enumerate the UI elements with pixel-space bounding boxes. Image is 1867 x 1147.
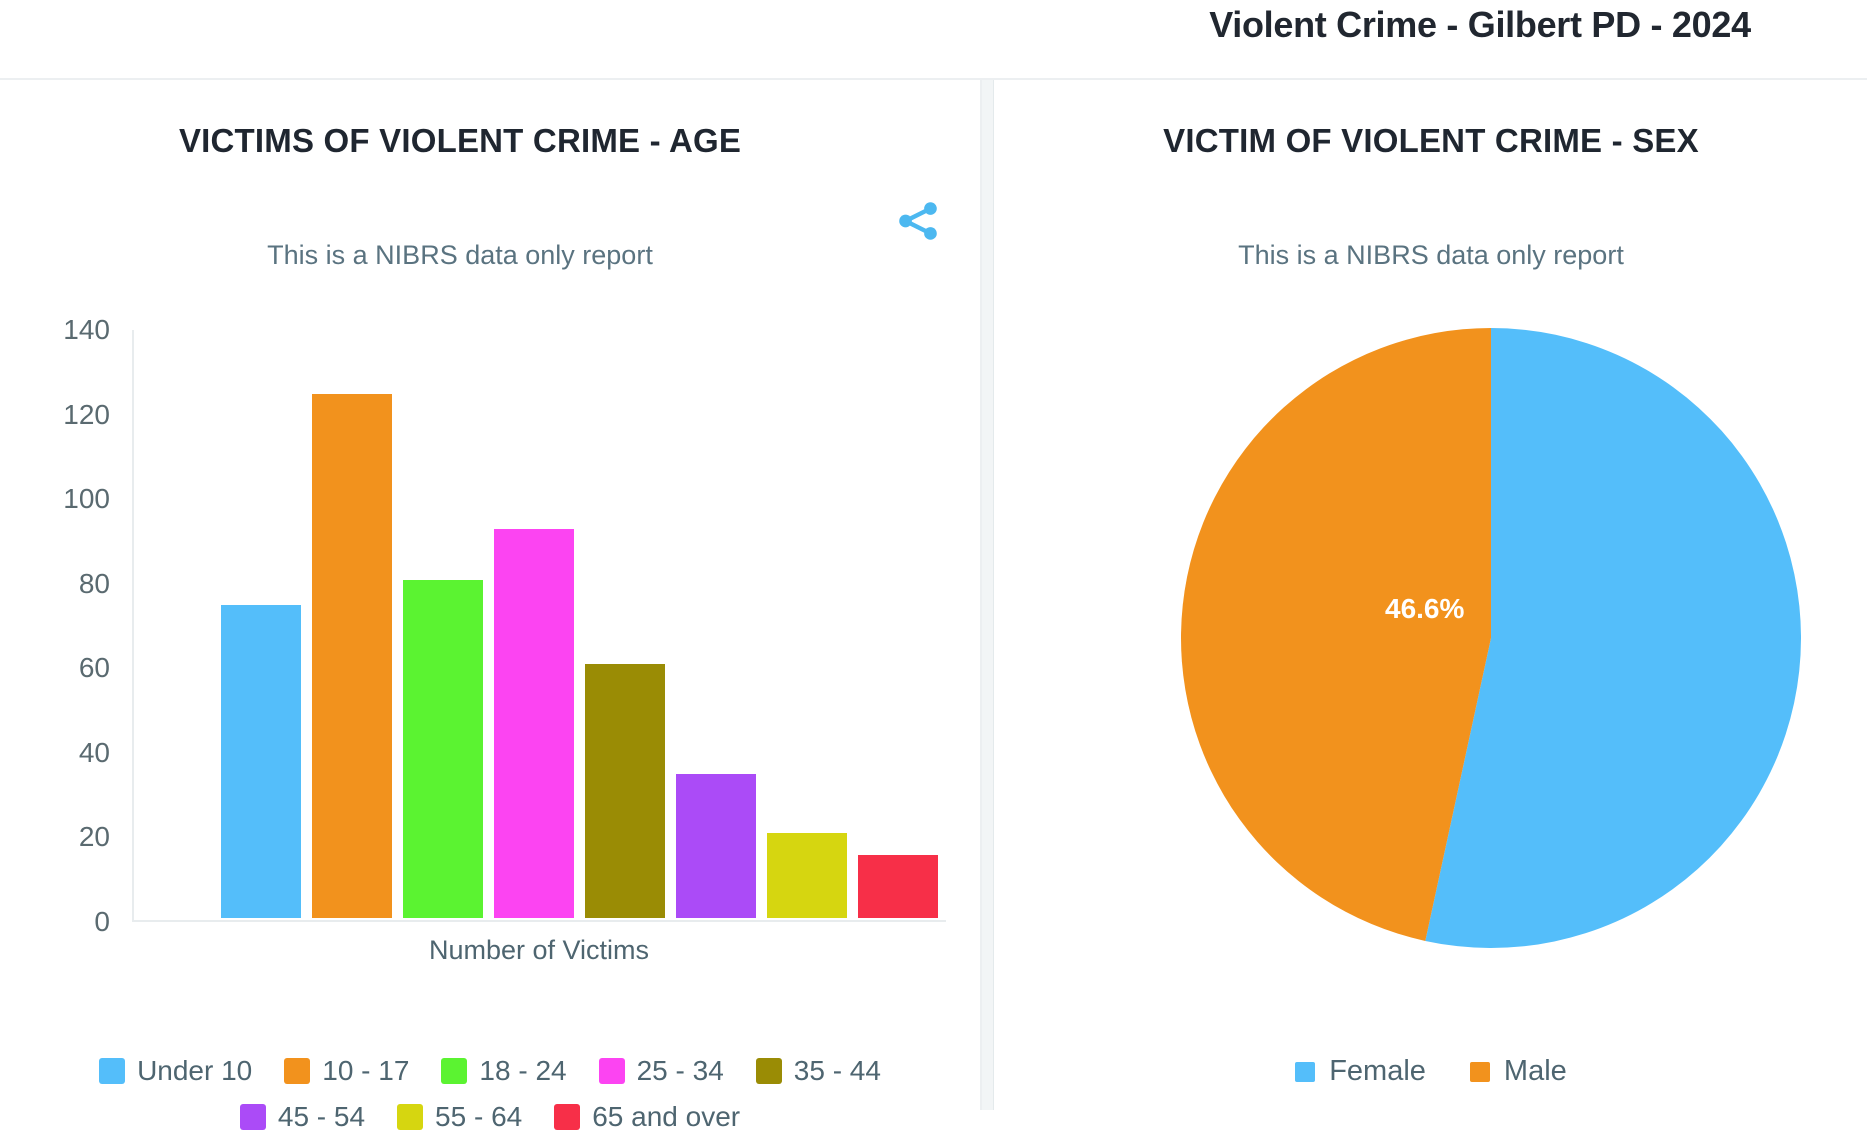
panel-divider — [982, 80, 994, 1110]
legend-item-male[interactable]: Male — [1469, 1055, 1567, 1088]
bar-10---17[interactable] — [311, 393, 392, 918]
y-axis-tick: 60 — [78, 652, 110, 684]
pie-chart-subtitle: This is a NIBRS data only report — [1238, 240, 1624, 270]
bar-slot — [491, 330, 576, 918]
pie-chart-legend: Female Male — [995, 1055, 1867, 1102]
legend-swatch-icon — [284, 1058, 311, 1084]
legend-swatch-icon — [441, 1058, 468, 1084]
panel-victims-age: VICTIMS OF VIOLENT CRIME - AGE This is a… — [0, 80, 982, 1132]
y-axis-tick: 140 — [63, 314, 110, 345]
bar-series — [136, 330, 946, 918]
pie-svg — [1181, 328, 1801, 948]
bar-chart-title: VICTIMS OF VIOLENT CRIME - AGE — [178, 122, 742, 159]
legend-item-55---64[interactable]: 55 - 64 — [397, 1101, 522, 1133]
pie-chart-title: VICTIM OF VIOLENT CRIME - SEX — [1163, 122, 1699, 159]
y-axis: 140 120 100 80 60 40 20 0 — [36, 314, 120, 937]
legend-label: Male — [1503, 1055, 1567, 1087]
pie-slice-female[interactable] — [1425, 328, 1801, 948]
legend-label: Female — [1329, 1055, 1426, 1087]
legend-label: 10 - 17 — [322, 1055, 410, 1086]
legend-item-35---44[interactable]: 35 - 44 — [755, 1055, 881, 1087]
panel-victim-sex: VICTIM OF VIOLENT CRIME - SEX This is a … — [995, 80, 1867, 1110]
legend-swatch-icon — [554, 1104, 581, 1130]
bar-slot — [673, 330, 758, 918]
legend-item-10---17[interactable]: 10 - 17 — [284, 1055, 409, 1087]
share-icon[interactable] — [895, 198, 941, 244]
bar-18---24[interactable] — [402, 579, 483, 918]
legend-label: 65 and over — [592, 1101, 741, 1132]
legend-label: 25 - 34 — [636, 1055, 724, 1086]
page-header: Violent Crime - Gilbert PD - 2024 — [0, 0, 1867, 80]
legend-label: 55 - 64 — [435, 1101, 523, 1132]
legend-swatch-icon — [397, 1104, 424, 1130]
bar-65-and-over[interactable] — [857, 854, 938, 918]
legend-row-pie: Female Male — [995, 1055, 1867, 1088]
legend-item-25---34[interactable]: 25 - 34 — [598, 1055, 724, 1087]
legend-swatch-icon — [1469, 1061, 1490, 1082]
legend-item-45---54[interactable]: 45 - 54 — [239, 1101, 366, 1133]
legend-label: 18 - 24 — [479, 1055, 567, 1086]
pie-chart: 46.6% 53.4% — [995, 320, 1867, 960]
legend-item-65-and-over[interactable]: 65 and over — [554, 1101, 740, 1133]
y-axis-tick: 80 — [78, 567, 110, 599]
legend-item-18---24[interactable]: 18 - 24 — [441, 1055, 567, 1087]
bar-chart: 140 120 100 80 60 40 20 0 Number of Victims — [36, 314, 946, 965]
bar-slot — [855, 330, 940, 918]
bar-55---64[interactable] — [766, 833, 847, 918]
y-axis-tick: 20 — [78, 821, 110, 853]
y-axis-tick: 120 — [63, 398, 110, 430]
y-axis-tick: 100 — [63, 483, 110, 515]
bar-35---44[interactable] — [584, 664, 665, 918]
bar-slot — [400, 330, 485, 918]
bar-45---54[interactable] — [675, 774, 756, 918]
legend-swatch-icon — [99, 1058, 126, 1084]
bar-chart-legend: Under 10 10 - 17 18 - 24 25 - 34 35 - 44 45 … — [40, 1055, 940, 1147]
legend-swatch-icon — [598, 1058, 625, 1084]
pie-slice-male[interactable] — [1181, 328, 1491, 941]
bar-slot — [582, 330, 667, 918]
bar-plot-area — [132, 330, 946, 922]
legend-item-under-10[interactable]: Under 10 — [99, 1055, 252, 1087]
bar-slot — [309, 330, 394, 918]
legend-item-female[interactable]: Female — [1295, 1055, 1426, 1088]
bar-under-10[interactable] — [220, 605, 301, 918]
legend-swatch-icon — [239, 1104, 266, 1130]
legend-label: Under 10 — [137, 1055, 253, 1086]
bar-chart-subtitle: This is a NIBRS data only report — [267, 240, 653, 270]
bar-slot — [764, 330, 849, 918]
legend-swatch-icon — [1295, 1061, 1316, 1082]
y-axis-tick: 40 — [78, 736, 110, 768]
pie-slice-label-male: 46.6% — [1385, 593, 1465, 624]
bar-slot — [218, 330, 303, 918]
legend-row-1: Under 10 10 - 17 18 - 24 25 - 34 35 - 44 — [40, 1055, 940, 1087]
legend-row-2: 45 - 54 55 - 64 65 and over — [40, 1101, 940, 1133]
x-axis-title: Number of Victims — [428, 935, 650, 965]
legend-label: 45 - 54 — [277, 1101, 366, 1132]
bar-25---34[interactable] — [493, 528, 574, 918]
legend-swatch-icon — [755, 1058, 782, 1084]
y-axis-tick: 0 — [94, 906, 110, 937]
page-title: Violent Crime - Gilbert PD - 2024 — [1209, 4, 1751, 45]
legend-label: 35 - 44 — [793, 1055, 881, 1086]
